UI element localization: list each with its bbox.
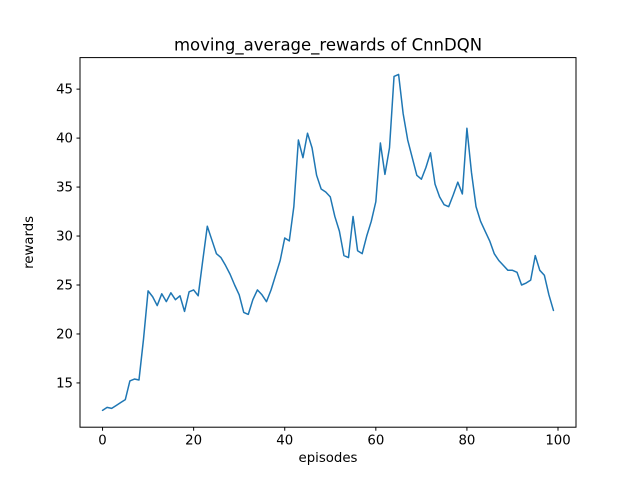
y-tick-label: 35: [56, 181, 73, 196]
x-tick-label: 60: [367, 434, 384, 449]
y-tick-label: 25: [56, 279, 73, 294]
axes: 0 20 40 60 80 100 15 20 25 30 35 40 45: [56, 57, 577, 449]
y-tick-label: 30: [56, 230, 73, 245]
series-line-moving_average_rewards: [101, 73, 555, 412]
x-tick-label: 0: [98, 434, 106, 449]
y-tick-label: 20: [56, 328, 73, 343]
x-tick-label: 20: [185, 434, 202, 449]
y-tick-label: 15: [56, 377, 73, 392]
y-tick-label: 40: [56, 132, 73, 147]
x-tick-label: 40: [276, 434, 293, 449]
x-axis-label: episodes: [299, 451, 358, 466]
x-tick-label: 100: [545, 434, 570, 449]
chart-title: moving_average_rewards of CnnDQN: [174, 36, 482, 56]
x-tick-label: 80: [458, 434, 475, 449]
y-axis-label: rewards: [22, 216, 37, 269]
plot-frame: [79, 57, 577, 428]
y-tick-label: 45: [56, 83, 73, 98]
